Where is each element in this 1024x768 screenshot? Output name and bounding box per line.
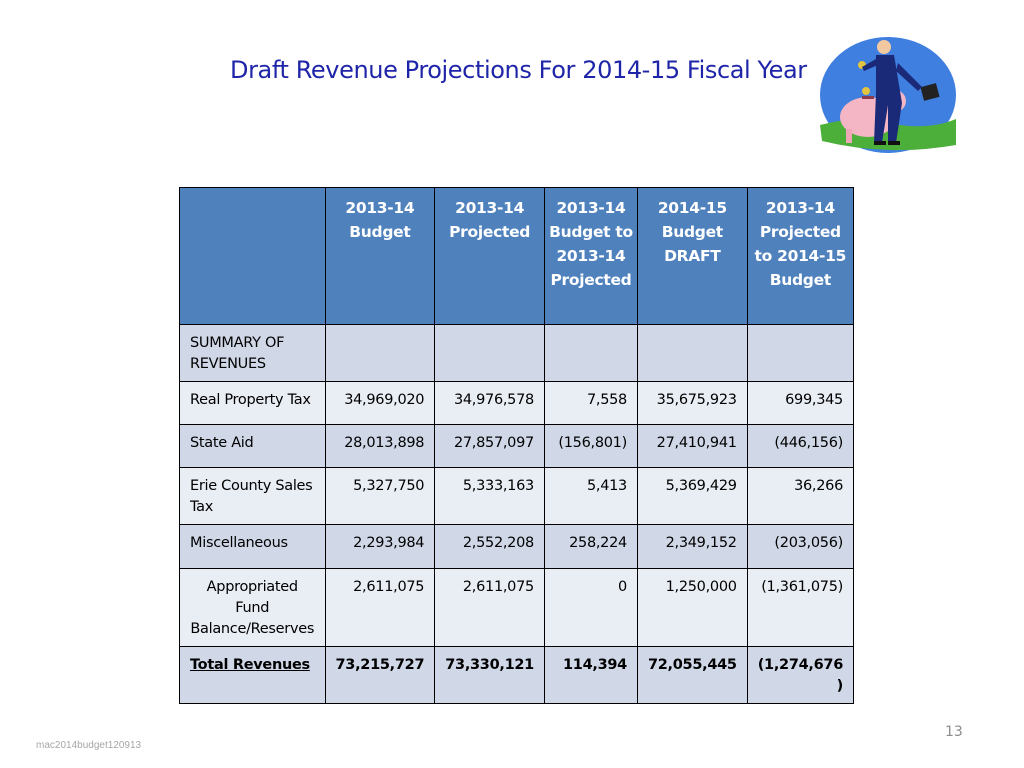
page-number: 13 (945, 724, 963, 740)
header-projected-to-2014-15-budget: 2013-14 Projected to 2014-15 Budget (746, 187, 855, 325)
cell: 34,969,020 (324, 381, 436, 425)
row-label: Miscellaneous (179, 524, 326, 569)
total-label: Total Revenues (190, 657, 310, 673)
table-row: Appropriated Fund Balance/Reserves 2,611… (179, 568, 855, 647)
row-label: Appropriated Fund Balance/Reserves (179, 568, 326, 647)
row-label: Erie County Sales Tax (179, 467, 326, 525)
row-label: Total Revenues (179, 646, 326, 704)
cell: (1,274,676 ) (746, 646, 855, 704)
cell (434, 324, 545, 382)
cell (636, 324, 748, 382)
header-2013-14-budget: 2013-14 Budget (324, 187, 436, 325)
cell: 28,013,898 (324, 424, 436, 468)
table-row: Real Property Tax 34,969,020 34,976,578 … (179, 381, 855, 425)
cell: 2,552,208 (434, 524, 545, 569)
cell: 34,976,578 (434, 381, 545, 425)
cell (746, 324, 855, 382)
cell: 5,413 (543, 467, 638, 525)
cell (324, 324, 436, 382)
footer-label: mac2014budget120913 (36, 740, 142, 751)
header-2013-14-projected: 2013-14 Projected (434, 187, 545, 325)
cell: 7,558 (543, 381, 638, 425)
cell: 2,349,152 (636, 524, 748, 569)
table-header-row: 2013-14 Budget 2013-14 Projected 2013-14… (179, 187, 855, 325)
cell: 73,215,727 (324, 646, 436, 704)
cell: 35,675,923 (636, 381, 748, 425)
row-label: Real Property Tax (179, 381, 326, 425)
businessman-piggy-bank-icon (820, 37, 956, 153)
table-row-total: Total Revenues 73,215,727 73,330,121 114… (179, 646, 855, 704)
cell: 27,410,941 (636, 424, 748, 468)
cell: (446,156) (746, 424, 855, 468)
table-row: SUMMARY OF REVENUES (179, 324, 855, 382)
cell: 36,266 (746, 467, 855, 525)
cell: 5,369,429 (636, 467, 748, 525)
cell: 114,394 (543, 646, 638, 704)
cell: 73,330,121 (434, 646, 545, 704)
cell: (203,056) (746, 524, 855, 569)
row-label: SUMMARY OF REVENUES (179, 324, 326, 382)
cell: 1,250,000 (636, 568, 748, 647)
table-row: Miscellaneous 2,293,984 2,552,208 258,22… (179, 524, 855, 569)
cell (543, 324, 638, 382)
cell: (1,361,075) (746, 568, 855, 647)
revenue-table: 2013-14 Budget 2013-14 Projected 2013-14… (179, 187, 855, 704)
slide-title: Draft Revenue Projections For 2014-15 Fi… (230, 56, 807, 84)
cell: 5,327,750 (324, 467, 436, 525)
cell: (156,801) (543, 424, 638, 468)
cell: 72,055,445 (636, 646, 748, 704)
header-budget-to-projected: 2013-14 Budget to 2013-14 Projected (543, 187, 638, 325)
cell: 2,611,075 (324, 568, 436, 647)
table-row: Erie County Sales Tax 5,327,750 5,333,16… (179, 467, 855, 525)
cell: 2,611,075 (434, 568, 545, 647)
cell: 258,224 (543, 524, 638, 569)
cell: 2,293,984 (324, 524, 436, 569)
row-label: State Aid (179, 424, 326, 468)
cell: 699,345 (746, 381, 855, 425)
table-row: State Aid 28,013,898 27,857,097 (156,801… (179, 424, 855, 468)
cell: 5,333,163 (434, 467, 545, 525)
cell: 0 (543, 568, 638, 647)
cell: 27,857,097 (434, 424, 545, 468)
header-2014-15-budget-draft: 2014-15 Budget DRAFT (636, 187, 748, 325)
header-blank (179, 187, 326, 325)
